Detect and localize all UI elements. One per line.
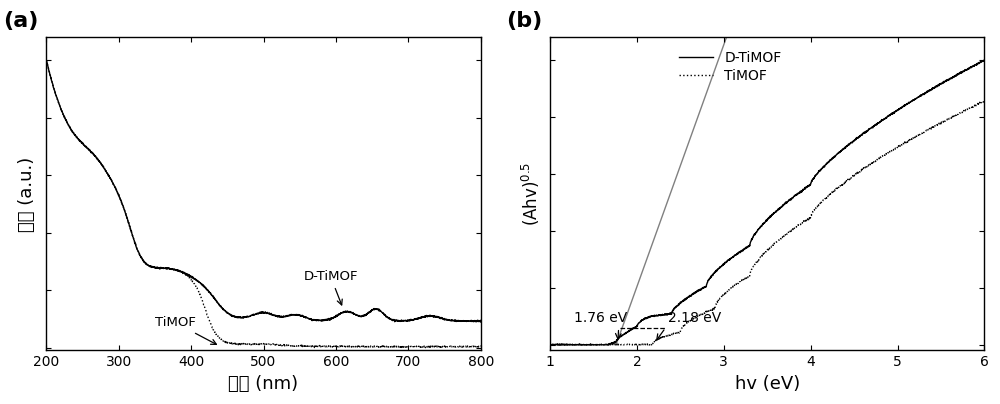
- Text: (b): (b): [507, 11, 543, 31]
- Text: D-TiMOF: D-TiMOF: [303, 270, 358, 305]
- Text: TiMOF: TiMOF: [155, 316, 216, 344]
- Y-axis label: 强度 (a.u.): 强度 (a.u.): [18, 156, 36, 231]
- Y-axis label: (Ahv)$^{0.5}$: (Ahv)$^{0.5}$: [520, 162, 542, 226]
- X-axis label: 波长 (nm): 波长 (nm): [228, 375, 299, 393]
- D-TiMOF: [966, 65, 978, 69]
- D-TiMOF: [966, 64, 978, 69]
- TiMOF: [744, 271, 756, 276]
- TiMOF: [886, 148, 898, 153]
- Text: (a): (a): [3, 11, 38, 31]
- TiMOF: [978, 99, 990, 103]
- TiMOF: [566, 342, 578, 347]
- X-axis label: hv (eV): hv (eV): [735, 375, 800, 393]
- D-TiMOF: [755, 223, 767, 228]
- D-TiMOF: [544, 342, 556, 347]
- TiMOF: [544, 342, 556, 347]
- Legend: D-TiMOF, TiMOF: D-TiMOF, TiMOF: [679, 50, 782, 83]
- Text: 1.76 eV: 1.76 eV: [574, 311, 628, 325]
- TiMOF: [966, 105, 978, 110]
- D-TiMOF: [566, 342, 578, 347]
- TiMOF: [544, 342, 556, 347]
- D-TiMOF: [978, 58, 990, 63]
- TiMOF: [755, 254, 767, 259]
- D-TiMOF: [886, 112, 898, 116]
- Text: 2.18 eV: 2.18 eV: [668, 311, 721, 325]
- Line: D-TiMOF: D-TiMOF: [550, 60, 984, 345]
- TiMOF: [966, 105, 978, 109]
- D-TiMOF: [744, 242, 756, 247]
- Line: TiMOF: TiMOF: [550, 101, 984, 345]
- D-TiMOF: [544, 342, 556, 347]
